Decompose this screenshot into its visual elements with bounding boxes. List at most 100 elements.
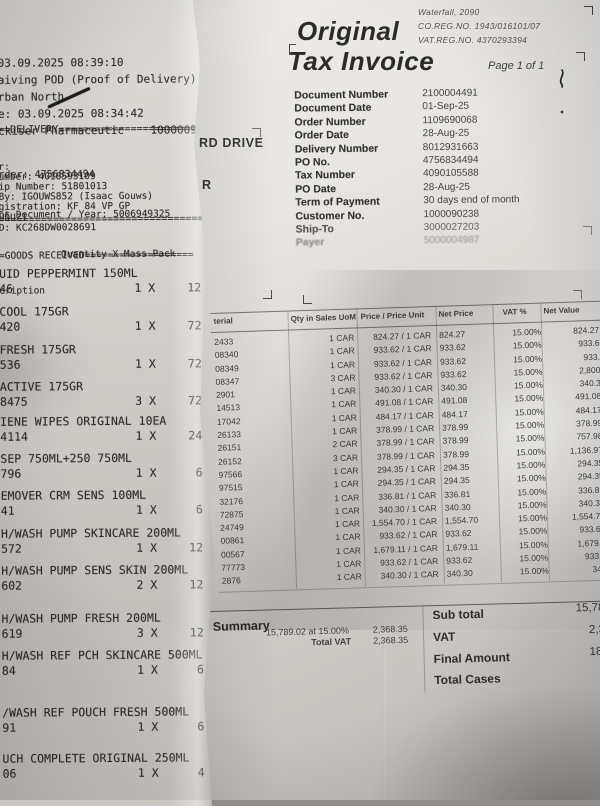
- detail-value: 1000090238: [423, 208, 480, 220]
- cell-material: 2433: [214, 336, 234, 347]
- item-detail-row: 420 1 X 72: [0, 318, 212, 333]
- header-net-price: Net Price: [438, 308, 474, 319]
- detail-row: Payer 5000004987: [296, 234, 586, 250]
- receipt-item: UCH COMPLETE ORIGINAL 250ML 06 1 X 4: [2, 750, 214, 780]
- total-value: 2,3: [588, 623, 600, 636]
- cell-price: 378.99 / 1 CAR: [375, 423, 435, 435]
- invoice-summary: Summary 15,789.02 at 15.00% 2,368.35 Tot…: [210, 588, 600, 708]
- detail-value: 4756834494: [422, 154, 479, 167]
- corner-mark-icon: [263, 290, 272, 299]
- detail-label: Delivery Number: [294, 142, 379, 156]
- item-detail-row: 46 1 X 12: [0, 280, 211, 296]
- item-name: H/WASH PUMP SKINCARE 200ML: [0, 525, 181, 541]
- item-pack: 72: [188, 393, 203, 408]
- cell-price: 824.27 / 1 CAR: [372, 330, 432, 342]
- detail-label: Customer No.: [295, 209, 365, 223]
- cell-price: 378.99 / 1 CAR: [376, 436, 435, 449]
- delivery-receipt-paper: 03.09.2025 08:39:10 aiving POD (Proof of …: [0, 0, 214, 806]
- item-pack: 4: [197, 765, 205, 780]
- item-qty: 1 X: [137, 662, 158, 677]
- total-value: 15,78: [575, 601, 600, 615]
- company-vat-reg: VAT.REG.NO. 4370293394: [418, 35, 528, 45]
- cell-price: 294.35 / 1 CAR: [377, 462, 436, 475]
- item-qty: 2 X: [136, 577, 158, 592]
- cell-price: 933.62 / 1 CAR: [373, 343, 432, 356]
- line-items-table: terial Qty in Sales UoM Price / Price Un…: [210, 287, 600, 611]
- item-name: ACTIVE 175GR: [0, 379, 84, 394]
- header-net-value: Net Value: [543, 305, 580, 316]
- cell-net-value: 294.35: [577, 470, 600, 482]
- item-qty: 1 X: [134, 280, 156, 295]
- detail-value: 28-Aug-25: [422, 127, 470, 140]
- company-co-reg: CO.REG.NO. 1943/016101/07: [418, 21, 541, 31]
- item-code: 619: [1, 626, 23, 641]
- cell-price: 340.30 / 1 CAR: [374, 383, 434, 396]
- cell-net-value: 340.3: [579, 377, 600, 389]
- cell-net-value: 1,136.97: [569, 444, 600, 456]
- item-name: H/WASH PUMP SENS SKIN 200ML: [1, 562, 189, 578]
- cell-net-value: 933.6: [578, 338, 600, 349]
- receipt-content: 03.09.2025 08:39:10 aiving POD (Proof of …: [0, 0, 214, 801]
- detail-label: Payer: [295, 236, 325, 249]
- item-pack: 6: [197, 719, 205, 734]
- cell-material: 97515: [218, 482, 243, 494]
- item-detail-row: 84 1 X 6: [2, 662, 214, 677]
- cell-material: 24749: [220, 522, 244, 533]
- total-label: Final Amount: [433, 649, 511, 666]
- cell-material: 26152: [217, 455, 242, 467]
- cell-material: 2876: [221, 575, 241, 587]
- receipt-item: H/WASH REF PCH SKINCARE 500ML 84 1 X 6: [1, 647, 214, 677]
- item-pack: 12: [189, 625, 204, 640]
- cell-material: 08340: [214, 349, 239, 361]
- receipt-item: ACTIVE 175GR 8475 3 X 72: [0, 378, 212, 409]
- cell-net-value: 933.: [583, 351, 600, 362]
- item-name: H/WASH REF PCH SKINCARE 500ML: [1, 647, 203, 663]
- cell-price: 933.62 / 1 CAR: [379, 529, 438, 542]
- detail-value: 4090105588: [423, 167, 479, 180]
- item-qty: 1 X: [135, 465, 157, 480]
- item-code: 46: [0, 281, 14, 296]
- item-detail-row: 41 1 X 6: [1, 502, 213, 517]
- receipt-header-line: aiving POD (Proof of Delivery): [0, 72, 197, 87]
- company-registration-block: Waterfall, 2090 CO.REG.NO. 1943/016101/0…: [418, 5, 540, 47]
- cell-net-value: 1,679.1: [577, 537, 600, 549]
- receipt-item: H/WASH PUMP SENS SKIN 200ML 602 2 X 12: [1, 562, 213, 592]
- item-pack: 6: [195, 465, 203, 480]
- detail-value: 1109690068: [422, 114, 478, 126]
- cell-material: 26151: [217, 442, 242, 454]
- cell-material: 26133: [217, 429, 242, 440]
- item-pack: 72: [187, 318, 202, 333]
- cell-net-value: 340: [592, 564, 600, 575]
- corner-mark-icon: [289, 44, 296, 55]
- receipt-item: COOL 175GR 420 1 X 72: [0, 303, 212, 333]
- cell-material: 14513: [216, 402, 241, 414]
- cell-price: 484.17 / 1 CAR: [375, 409, 434, 422]
- item-qty: 1 X: [137, 719, 159, 734]
- item-detail-row: 796 1 X 6: [0, 465, 212, 481]
- header-price: Price / Price Unit: [360, 310, 425, 322]
- total-label: VAT: [432, 629, 456, 644]
- cell-price: 1,679.11 / 1 CAR: [373, 542, 439, 555]
- detail-label: Document Date: [294, 102, 372, 115]
- item-pack: 12: [187, 280, 202, 295]
- item-name: EMOVER CRM SENS 100ML: [0, 487, 147, 503]
- item-qty: 1 X: [134, 318, 156, 333]
- item-code: 4114: [0, 429, 29, 444]
- cell-price: 491.08 / 1 CAR: [375, 396, 434, 409]
- receipt-header-line: 03.09.2025 08:39:10: [0, 55, 124, 70]
- item-qty: 3 X: [136, 625, 158, 640]
- table-body: 2433 1 CAR 824.27 / 1 CAR 824.27 15.00% …: [211, 323, 600, 588]
- item-name: /WASH REF POUCH FRESH 500ML: [2, 704, 190, 720]
- item-detail-row: 91 1 X 6: [2, 719, 214, 734]
- address-fragment: R: [202, 178, 212, 192]
- invoice-title-original: Original: [297, 16, 400, 46]
- detail-label: PO No.: [294, 156, 331, 169]
- item-name: UCH COMPLETE ORIGINAL 250ML: [2, 750, 190, 766]
- receipt-item: /WASH REF POUCH FRESH 500ML 91 1 X 6: [2, 704, 214, 734]
- cell-price: 294.35 / 1 CAR: [377, 476, 436, 489]
- detail-value: 2100004491: [422, 87, 478, 100]
- detail-value: 28-Aug-25: [423, 181, 470, 193]
- item-code: 796: [0, 466, 22, 481]
- item-detail-row: 602 2 X 12: [1, 577, 213, 592]
- item-detail-row: 619 3 X 12: [1, 625, 214, 641]
